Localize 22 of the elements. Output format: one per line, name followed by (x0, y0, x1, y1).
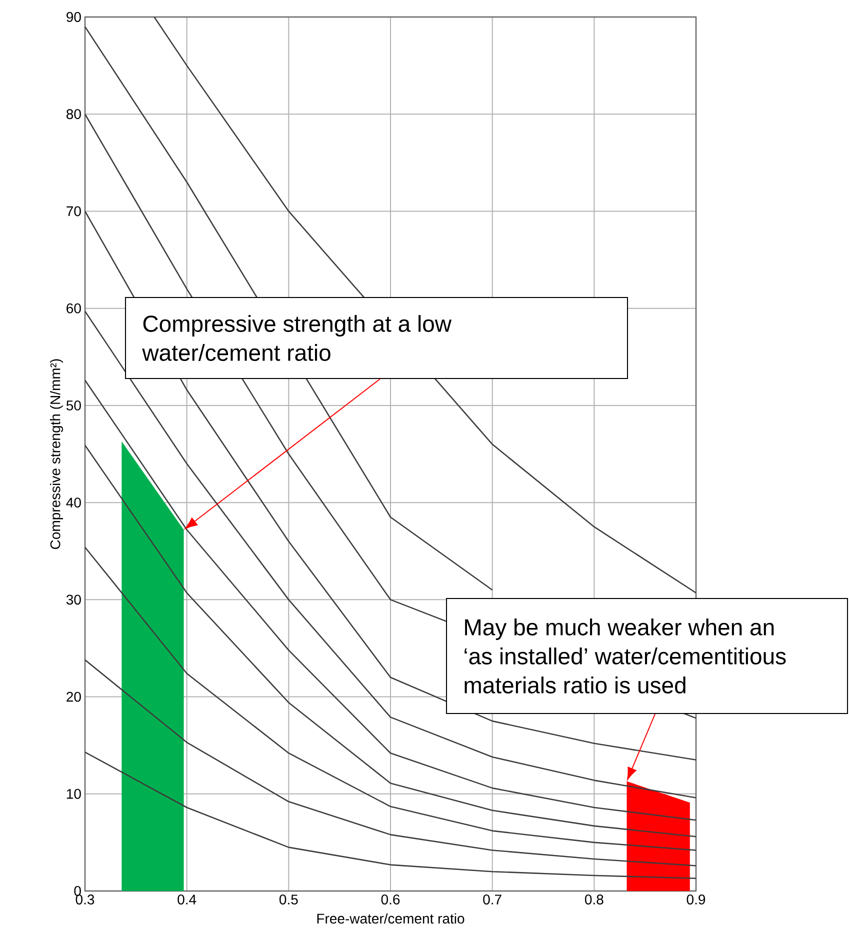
annotation: Compressive strength at a low water/cement ratio (142, 315, 452, 361)
line-series (85, 751, 696, 880)
y-tick-label: 50 (66, 400, 81, 410)
y-tick-label: 20 (66, 692, 81, 702)
y-axis-title: Compressive strength (N/mm²) (50, 359, 64, 549)
y-tick-label: 0 (74, 886, 81, 896)
y-tick-label: 60 (66, 303, 81, 314)
x-tick-label: 0.9 (686, 894, 706, 904)
x-tick-label: 0.3 (76, 894, 94, 904)
y-tick-label: 30 (66, 594, 81, 605)
y-tick-label: 40 (66, 498, 81, 508)
x-tick-label: 0.6 (381, 894, 400, 904)
y-tick-label: 10 (66, 788, 81, 799)
x-axis-title: Free-water/cement ratio (317, 913, 464, 924)
x-tick-label: 0.4 (178, 894, 196, 904)
annotation: May be much weaker when an ‘as installed’ water/cementitious materials ratio is used (464, 618, 786, 694)
x-tick-label: 0.5 (279, 894, 298, 904)
x-tick-label: 0.8 (584, 894, 604, 904)
y-tick-label: 70 (66, 206, 81, 216)
y-tick-label: 90 (66, 12, 81, 22)
y-tick-label: 80 (66, 109, 81, 120)
x-tick-label: 0.7 (483, 894, 502, 904)
